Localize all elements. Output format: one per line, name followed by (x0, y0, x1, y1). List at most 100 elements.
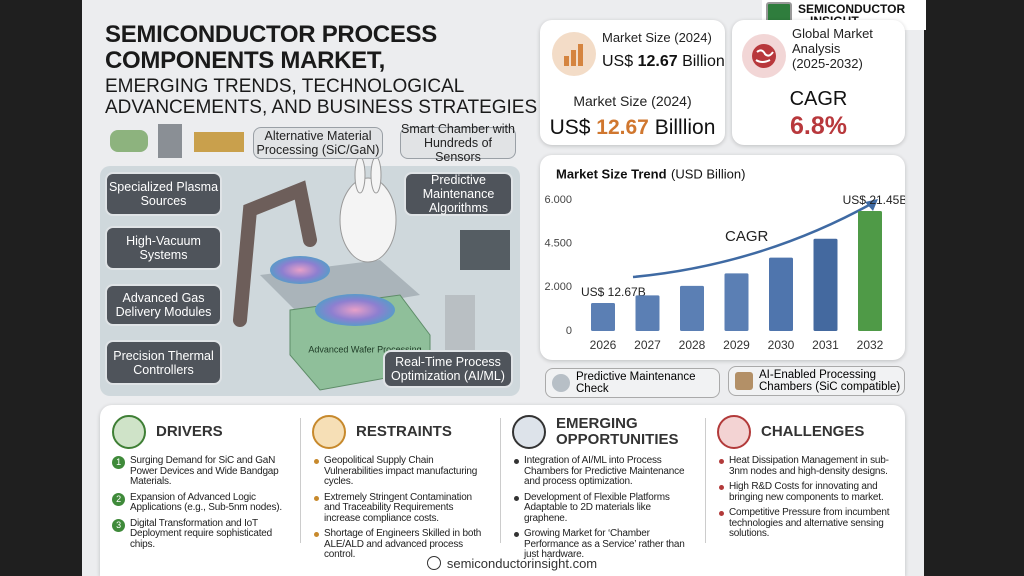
section-icon (512, 415, 546, 449)
title-line: COMPONENTS MARKET, (105, 47, 385, 74)
number: 12.67 (596, 116, 649, 139)
wafer (270, 256, 330, 284)
component-tag: Real-Time Process Optimization (AI/ML) (383, 350, 513, 388)
stat-label: Market Size (2024) (602, 30, 712, 45)
component-tag: Specialized Plasma Sources (105, 172, 222, 216)
section-item: Shortage of Engineers Skilled in both AL… (312, 528, 490, 561)
title: SEMICONDUCTOR PROCESS COMPONENTS MARKET, (105, 22, 437, 74)
cagr-card: Global Market Analysis (2025-2032) CAGR … (732, 20, 905, 145)
badge: Predictive Maintenance Check (545, 368, 720, 398)
illustration: Advanced Wafer Processing (100, 124, 520, 396)
bar (635, 295, 660, 331)
globe-icon (752, 44, 776, 68)
technician (339, 177, 397, 263)
stat-label: Market Size (2024) (573, 93, 692, 109)
y-axis-label: 2.000 (544, 281, 572, 293)
brand-line: SEMICONDUCTOR (798, 2, 906, 16)
bar (813, 238, 838, 331)
server-icon (158, 124, 182, 158)
cabinet (445, 295, 475, 355)
section-item: Geopolitical Supply Chain Vulnerabilitie… (312, 455, 490, 488)
y-axis-label: 6.000 (544, 194, 572, 206)
section: DRIVERS 1 Surging Demand for SiC and GaN P… (112, 412, 290, 552)
bullet (314, 495, 319, 501)
annotation: CAGR (725, 228, 769, 245)
chart-unit: (USD Billion) (671, 166, 745, 181)
item-text: Extremely Stringent Contamination and Tr… (324, 491, 472, 524)
line: (2025-2032) (792, 56, 863, 71)
bullet (719, 511, 724, 516)
section-item: Integration of AI/ML into Process Chambe… (512, 455, 695, 488)
stat-value: US$ 12.67 Billlion (540, 116, 725, 140)
chart-card: Market Size Trend (USD Billion) 0 2.000 4.… (540, 155, 907, 360)
bullet (514, 495, 519, 501)
divider (500, 418, 501, 543)
robot-arm (233, 180, 317, 327)
section-item: 2 Expansion of Advanced Logic Application… (112, 491, 290, 514)
value-label: US$ 12.67B (581, 285, 646, 299)
bar (680, 285, 704, 331)
component-tag: Predictive Maintenance Algorithms (404, 172, 513, 216)
item-text: Expansion of Advanced Logic Applications… (130, 491, 282, 513)
section-item: Extremely Stringent Contamination and Tr… (312, 491, 490, 525)
section-title: RESTRAINTS (356, 423, 452, 440)
chip-icon (194, 132, 244, 152)
line: Analysis (792, 41, 841, 56)
bullet (719, 485, 724, 490)
bar (769, 257, 793, 331)
section-title: CHALLENGES (761, 423, 865, 440)
prefix: US$ (549, 116, 597, 139)
item-text: Competitive Pressure from incumbent tech… (729, 507, 890, 539)
section-header: CHALLENGES (717, 412, 895, 452)
item-text: Surging Demand for SiC and GaN Power Dev… (130, 455, 279, 487)
x-tick-label: 2030 (768, 338, 795, 352)
suffix: Billion (677, 53, 725, 70)
y-axis-label: 0 (566, 325, 572, 337)
chart: Market Size Trend (USD Billion) 0 2.000 4.… (544, 166, 907, 352)
section-item: High R&D Costs for innovating and bringi… (717, 481, 895, 503)
line: Global Market (792, 26, 873, 41)
machine-label: Advanced Wafer Processing (308, 344, 421, 354)
bullet (314, 532, 319, 537)
arrow-head (865, 199, 878, 211)
trend-arrow (632, 202, 872, 279)
component-tag: Alternative Material Processing (SiC/GaN… (253, 127, 383, 159)
item-text: Geopolitical Supply Chain Vulnerabilitie… (324, 455, 478, 487)
x-tick-label: 2028 (679, 338, 706, 352)
component-tag: Advanced Gas Delivery Modules (105, 284, 222, 326)
section-icon (112, 415, 146, 449)
bar-icon (564, 44, 583, 66)
section-header: RESTRAINTS (312, 412, 490, 452)
bullet (314, 459, 319, 464)
footer-url: semiconductorinsight.com (446, 556, 598, 571)
stat-value: US$ 12.67 Billion (602, 53, 725, 71)
bar (724, 273, 749, 331)
section-title: DRIVERS (156, 423, 223, 440)
bar (858, 211, 882, 331)
item-text: Growing Market for ‘Chamber Performance … (524, 528, 685, 560)
item-text: Development of Flexible Platforms Adapta… (524, 491, 670, 524)
section-icon (312, 415, 346, 449)
subtitle-line: EMERGING TRENDS, TECHNOLOGICAL (105, 76, 465, 97)
market-size-card: Market Size (2024) US$ 12.67 Billion Mar… (540, 20, 725, 145)
section-item: 1 Surging Demand for SiC and GaN Power De… (112, 455, 290, 488)
bar (591, 303, 615, 331)
item-text: Digital Transformation and IoT Deploymen… (130, 517, 273, 550)
analysis-text: Global Market Analysis (2025-2032) (792, 26, 873, 71)
item-text: Heat Dissipation Management in sub-3nm n… (729, 455, 889, 477)
item-text: High R&D Costs for innovating and bringi… (729, 481, 884, 503)
component-tag: High-Vacuum Systems (105, 226, 222, 270)
section-item: Competitive Pressure from incumbent tech… (717, 507, 895, 540)
section-header: EMERGING OPPORTUNITIES (512, 412, 695, 452)
x-tick-label: 2031 (812, 338, 839, 352)
cagr-label: CAGR (789, 88, 848, 110)
title-line: SEMICONDUCTOR PROCESS (105, 21, 437, 48)
bullet (719, 459, 724, 464)
item-text: Shortage of Engineers Skilled in both AL… (324, 528, 482, 560)
section: CHALLENGES Heat Dissipation Management in… (717, 412, 895, 552)
number: 12.67 (637, 53, 678, 70)
badge-text: Predictive Maintenance Check (576, 371, 696, 395)
section-icon (717, 415, 751, 449)
bullet (514, 459, 519, 464)
